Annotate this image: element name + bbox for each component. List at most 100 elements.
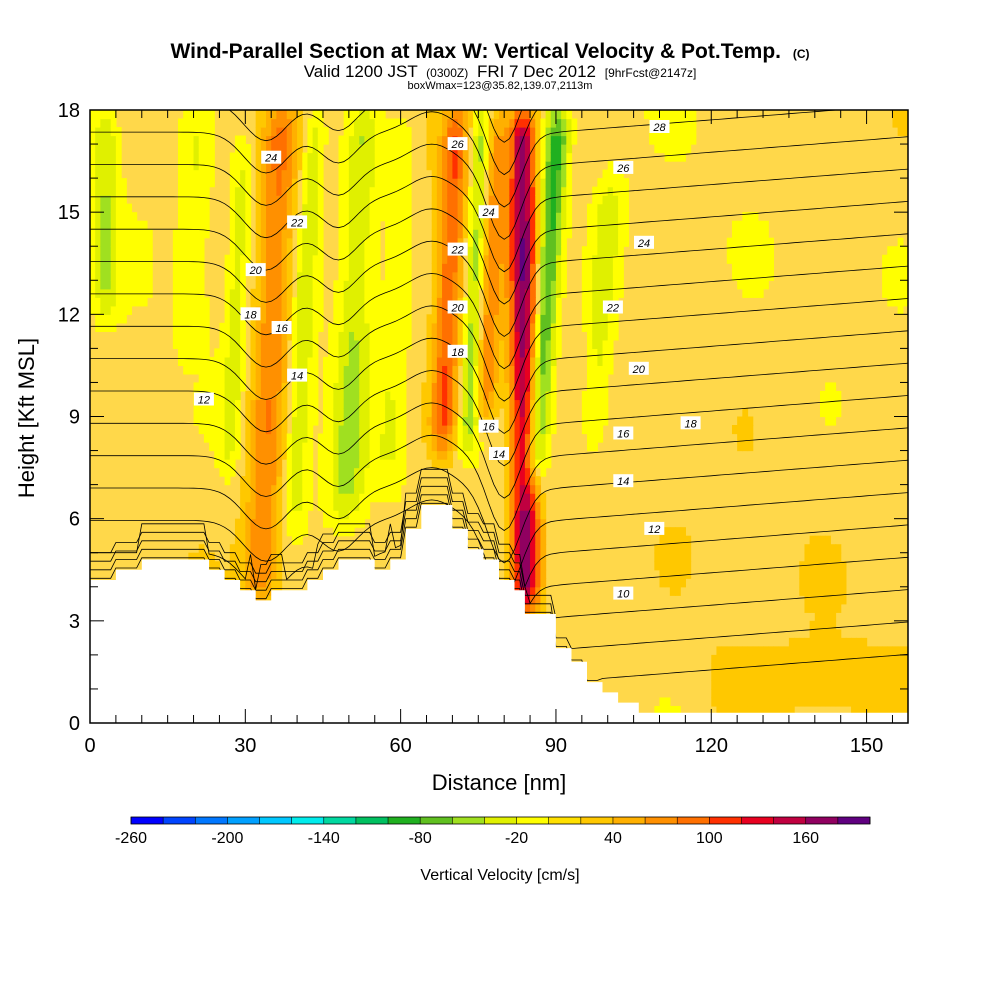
velocity-cell — [390, 288, 397, 298]
velocity-cell — [664, 544, 671, 554]
velocity-cell — [519, 433, 526, 443]
velocity-cell — [343, 348, 350, 358]
velocity-cell — [892, 254, 899, 264]
velocity-cell — [219, 339, 226, 349]
velocity-cell — [866, 654, 873, 664]
velocity-cell — [809, 620, 816, 630]
velocity-cell — [473, 348, 479, 358]
velocity-cell — [545, 152, 552, 162]
velocity-cell — [271, 161, 277, 171]
velocity-cell — [493, 348, 500, 358]
velocity-cell — [359, 229, 365, 239]
velocity-cell — [328, 467, 334, 477]
velocity-cell — [105, 203, 112, 213]
velocity-cell — [457, 416, 464, 426]
velocity-cell — [390, 373, 397, 384]
velocity-cell — [540, 195, 547, 205]
velocity-cell — [659, 110, 666, 120]
velocity-cell — [338, 161, 345, 171]
velocity-cell — [550, 280, 557, 290]
velocity-cell — [462, 203, 469, 213]
velocity-cell — [493, 263, 500, 273]
velocity-cell — [442, 356, 448, 367]
velocity-cell — [747, 254, 754, 264]
velocity-cell — [447, 322, 454, 332]
velocity-cell — [229, 373, 236, 384]
velocity-cell — [385, 339, 391, 349]
velocity-cell — [535, 425, 542, 435]
velocity-cell — [478, 356, 485, 367]
velocity-cell — [198, 161, 205, 171]
velocity-cell — [348, 229, 355, 239]
velocity-cell — [100, 178, 107, 188]
velocity-cell — [188, 212, 195, 222]
velocity-cell — [555, 152, 562, 162]
velocity-cell — [234, 144, 241, 154]
velocity-cell — [602, 263, 609, 273]
velocity-cell — [203, 331, 210, 341]
velocity-cell — [400, 390, 407, 401]
velocity-cell — [359, 271, 365, 281]
velocity-cell — [809, 552, 816, 562]
velocity-cell — [499, 229, 505, 239]
velocity-cell — [281, 254, 288, 264]
velocity-cell — [535, 544, 542, 554]
velocity-cell — [379, 280, 386, 290]
velocity-cell — [105, 229, 112, 239]
velocity-cell — [882, 280, 888, 290]
velocity-cell — [535, 603, 542, 613]
velocity-cell — [266, 544, 272, 554]
velocity-cell — [312, 365, 319, 375]
velocity-cell — [814, 654, 821, 664]
contour-label-bg — [478, 205, 499, 219]
velocity-cell — [504, 561, 510, 571]
velocity-cell — [297, 493, 303, 503]
velocity-cell — [825, 382, 831, 392]
colorbar-swatch — [805, 817, 839, 824]
velocity-cell — [540, 382, 547, 392]
velocity-cell — [359, 450, 365, 460]
velocity-cell — [286, 288, 293, 298]
velocity-cell — [322, 365, 329, 375]
velocity-cell — [545, 144, 552, 154]
velocity-cell — [312, 110, 319, 120]
velocity-cell — [343, 263, 350, 273]
velocity-cell — [229, 263, 236, 273]
velocity-cell — [442, 390, 448, 401]
velocity-cell — [535, 578, 542, 588]
velocity-cell — [504, 186, 510, 196]
velocity-cell — [737, 237, 743, 247]
velocity-cell — [266, 586, 272, 596]
velocity-cell — [473, 220, 479, 230]
velocity-cell — [612, 186, 619, 196]
velocity-cell — [737, 705, 743, 716]
velocity-cell — [731, 671, 738, 682]
velocity-cell — [291, 382, 298, 392]
velocity-cell — [737, 442, 743, 452]
velocity-cell — [763, 663, 769, 673]
velocity-cell — [115, 135, 122, 145]
velocity-cell — [359, 425, 365, 435]
velocity-cell — [307, 288, 314, 298]
velocity-cell — [773, 671, 780, 682]
velocity-cell — [260, 501, 267, 511]
velocity-cell — [452, 339, 459, 349]
velocity-cell — [255, 195, 262, 205]
velocity-cell — [488, 297, 495, 307]
velocity-cell — [209, 152, 215, 162]
velocity-cell — [260, 484, 267, 494]
velocity-cell — [260, 356, 267, 367]
velocity-cell — [654, 144, 661, 154]
velocity-cell — [607, 331, 614, 341]
velocity-cell — [571, 127, 578, 137]
velocity-cell — [442, 110, 448, 120]
velocity-cell — [255, 535, 262, 545]
velocity-cell — [240, 229, 246, 239]
velocity-cell — [768, 271, 774, 281]
velocity-cell — [592, 365, 598, 375]
velocity-cell — [395, 297, 402, 307]
velocity-cell — [794, 697, 800, 707]
velocity-cell — [105, 305, 112, 315]
velocity-cell — [897, 671, 904, 682]
velocity-cell — [519, 246, 526, 256]
